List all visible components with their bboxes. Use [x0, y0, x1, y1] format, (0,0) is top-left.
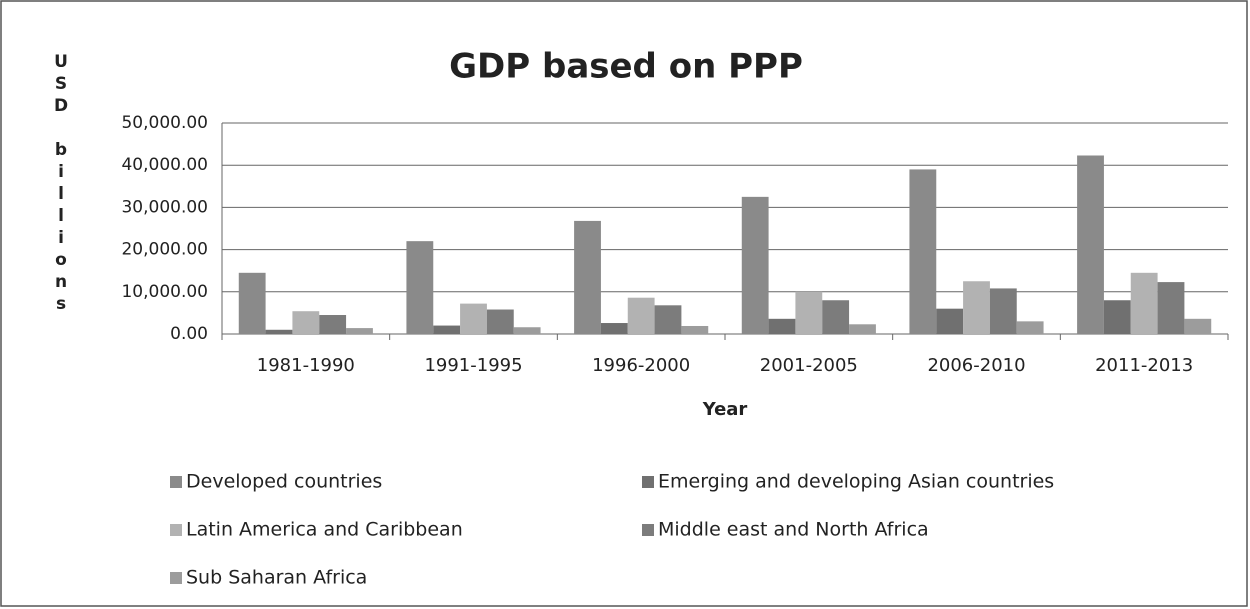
bar [1157, 282, 1185, 334]
y-tick-label: 20,000.00 [121, 240, 208, 260]
bar [406, 241, 434, 334]
legend-label: Emerging and developing Asian countries [658, 471, 1054, 493]
legend-label: Developed countries [186, 471, 382, 493]
bar [989, 288, 1017, 334]
x-tick-label: 1981-1990 [257, 355, 355, 376]
bar [513, 327, 541, 334]
bar [1103, 300, 1131, 334]
bar [909, 169, 937, 334]
bar [346, 328, 373, 334]
bar [963, 281, 990, 334]
legend-swatch [170, 572, 182, 584]
chart-title: GDP based on PPP [449, 47, 803, 87]
bar [265, 329, 293, 334]
x-axis-title: Year [702, 399, 748, 420]
bar [460, 303, 487, 334]
bar [238, 272, 266, 334]
bar [741, 196, 769, 334]
bar [849, 324, 876, 334]
bar [486, 309, 514, 334]
bar [768, 318, 796, 334]
legend-label: Latin America and Caribbean [186, 519, 463, 541]
bar [936, 308, 964, 334]
y-tick-label: 30,000.00 [121, 197, 208, 217]
bar [627, 297, 655, 334]
legend-label: Sub Saharan Africa [186, 567, 367, 589]
y-tick-label: 10,000.00 [121, 282, 208, 302]
bar [681, 325, 709, 334]
legend-swatch [642, 524, 654, 536]
bar [795, 291, 823, 334]
bar [822, 300, 850, 334]
x-tick-label: 2011-2013 [1095, 355, 1193, 376]
y-tick-label: 50,000.00 [121, 113, 208, 133]
y-axis-title: USD billions [51, 52, 71, 316]
bar [654, 305, 682, 334]
bar [1184, 318, 1212, 334]
bar [574, 220, 601, 334]
bar [1130, 272, 1158, 334]
legend-label: Middle east and North Africa [658, 519, 929, 541]
bar [319, 315, 347, 334]
x-tick-label: 1991-1995 [424, 355, 522, 376]
bar [1077, 155, 1104, 334]
y-tick-label: 0.00 [170, 324, 208, 344]
x-tick-label: 2001-2005 [760, 355, 858, 376]
legend-swatch [170, 476, 182, 488]
x-tick-label: 1996-2000 [592, 355, 690, 376]
bar [1016, 321, 1044, 334]
legend-swatch [170, 524, 182, 536]
legend-swatch [642, 476, 654, 488]
bar [292, 311, 320, 334]
y-tick-label: 40,000.00 [121, 155, 208, 175]
x-tick-label: 2006-2010 [927, 355, 1025, 376]
bar [433, 325, 461, 334]
bar [600, 323, 628, 334]
